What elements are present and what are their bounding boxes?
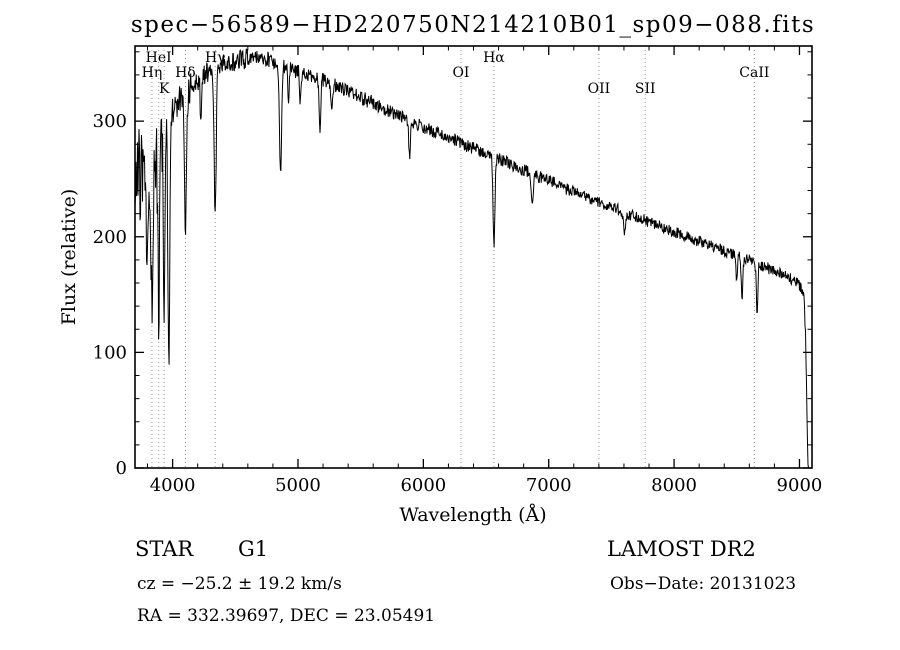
y-axis-label: Flux (relative) xyxy=(58,189,80,326)
x-tick-label: 4000 xyxy=(150,475,196,496)
x-tick-label: 8000 xyxy=(651,475,697,496)
x-tick-label: 9000 xyxy=(777,475,823,496)
spectral-line-label: CaII xyxy=(739,65,769,81)
spectrum-line xyxy=(134,48,809,469)
y-tick-label: 100 xyxy=(93,342,127,363)
y-tick-label: 200 xyxy=(93,227,127,248)
spectral-line-label: Hη xyxy=(142,65,163,81)
obs-date-value: Obs−Date: 20131023 xyxy=(610,574,796,594)
x-tick-label: 5000 xyxy=(275,475,321,496)
x-tick-label: 6000 xyxy=(400,475,446,496)
x-axis-label: Wavelength (Å) xyxy=(399,504,546,526)
axis-ticks xyxy=(135,46,812,469)
y-tick-label: 0 xyxy=(116,458,127,479)
spectral-line-label: OII xyxy=(588,81,611,97)
ra-dec-value: RA = 332.39697, DEC = 23.05491 xyxy=(137,606,435,626)
survey-label: LAMOST DR2 xyxy=(607,537,756,561)
axis-tick-labels: 4000 5000 6000 7000 8000 9000 0 100 200 300 xyxy=(93,111,823,496)
y-tick-label: 300 xyxy=(93,111,127,132)
x-tick-label: 7000 xyxy=(526,475,572,496)
subclass-label: G1 xyxy=(238,537,268,561)
spectral-line-label: Hδ xyxy=(175,65,196,81)
object-class-label: STAR xyxy=(135,537,194,561)
spectral-line-label: OI xyxy=(452,65,469,81)
spectral-line-label: HeI xyxy=(146,50,172,66)
spectral-line-label: Hα xyxy=(483,50,505,66)
spectral-line-markers xyxy=(151,46,755,468)
cz-value: cz = −25.2 ± 19.2 km/s xyxy=(137,574,342,594)
plot-frame xyxy=(134,45,813,469)
spectrum-trace xyxy=(134,48,809,469)
spectral-line-label: K xyxy=(159,81,170,97)
spectral-line-label: Hγ xyxy=(205,50,226,66)
plot-title: spec−56589−HD220750N214210B01_sp09−088.f… xyxy=(131,12,815,38)
spectral-line-label: SII xyxy=(635,81,656,97)
